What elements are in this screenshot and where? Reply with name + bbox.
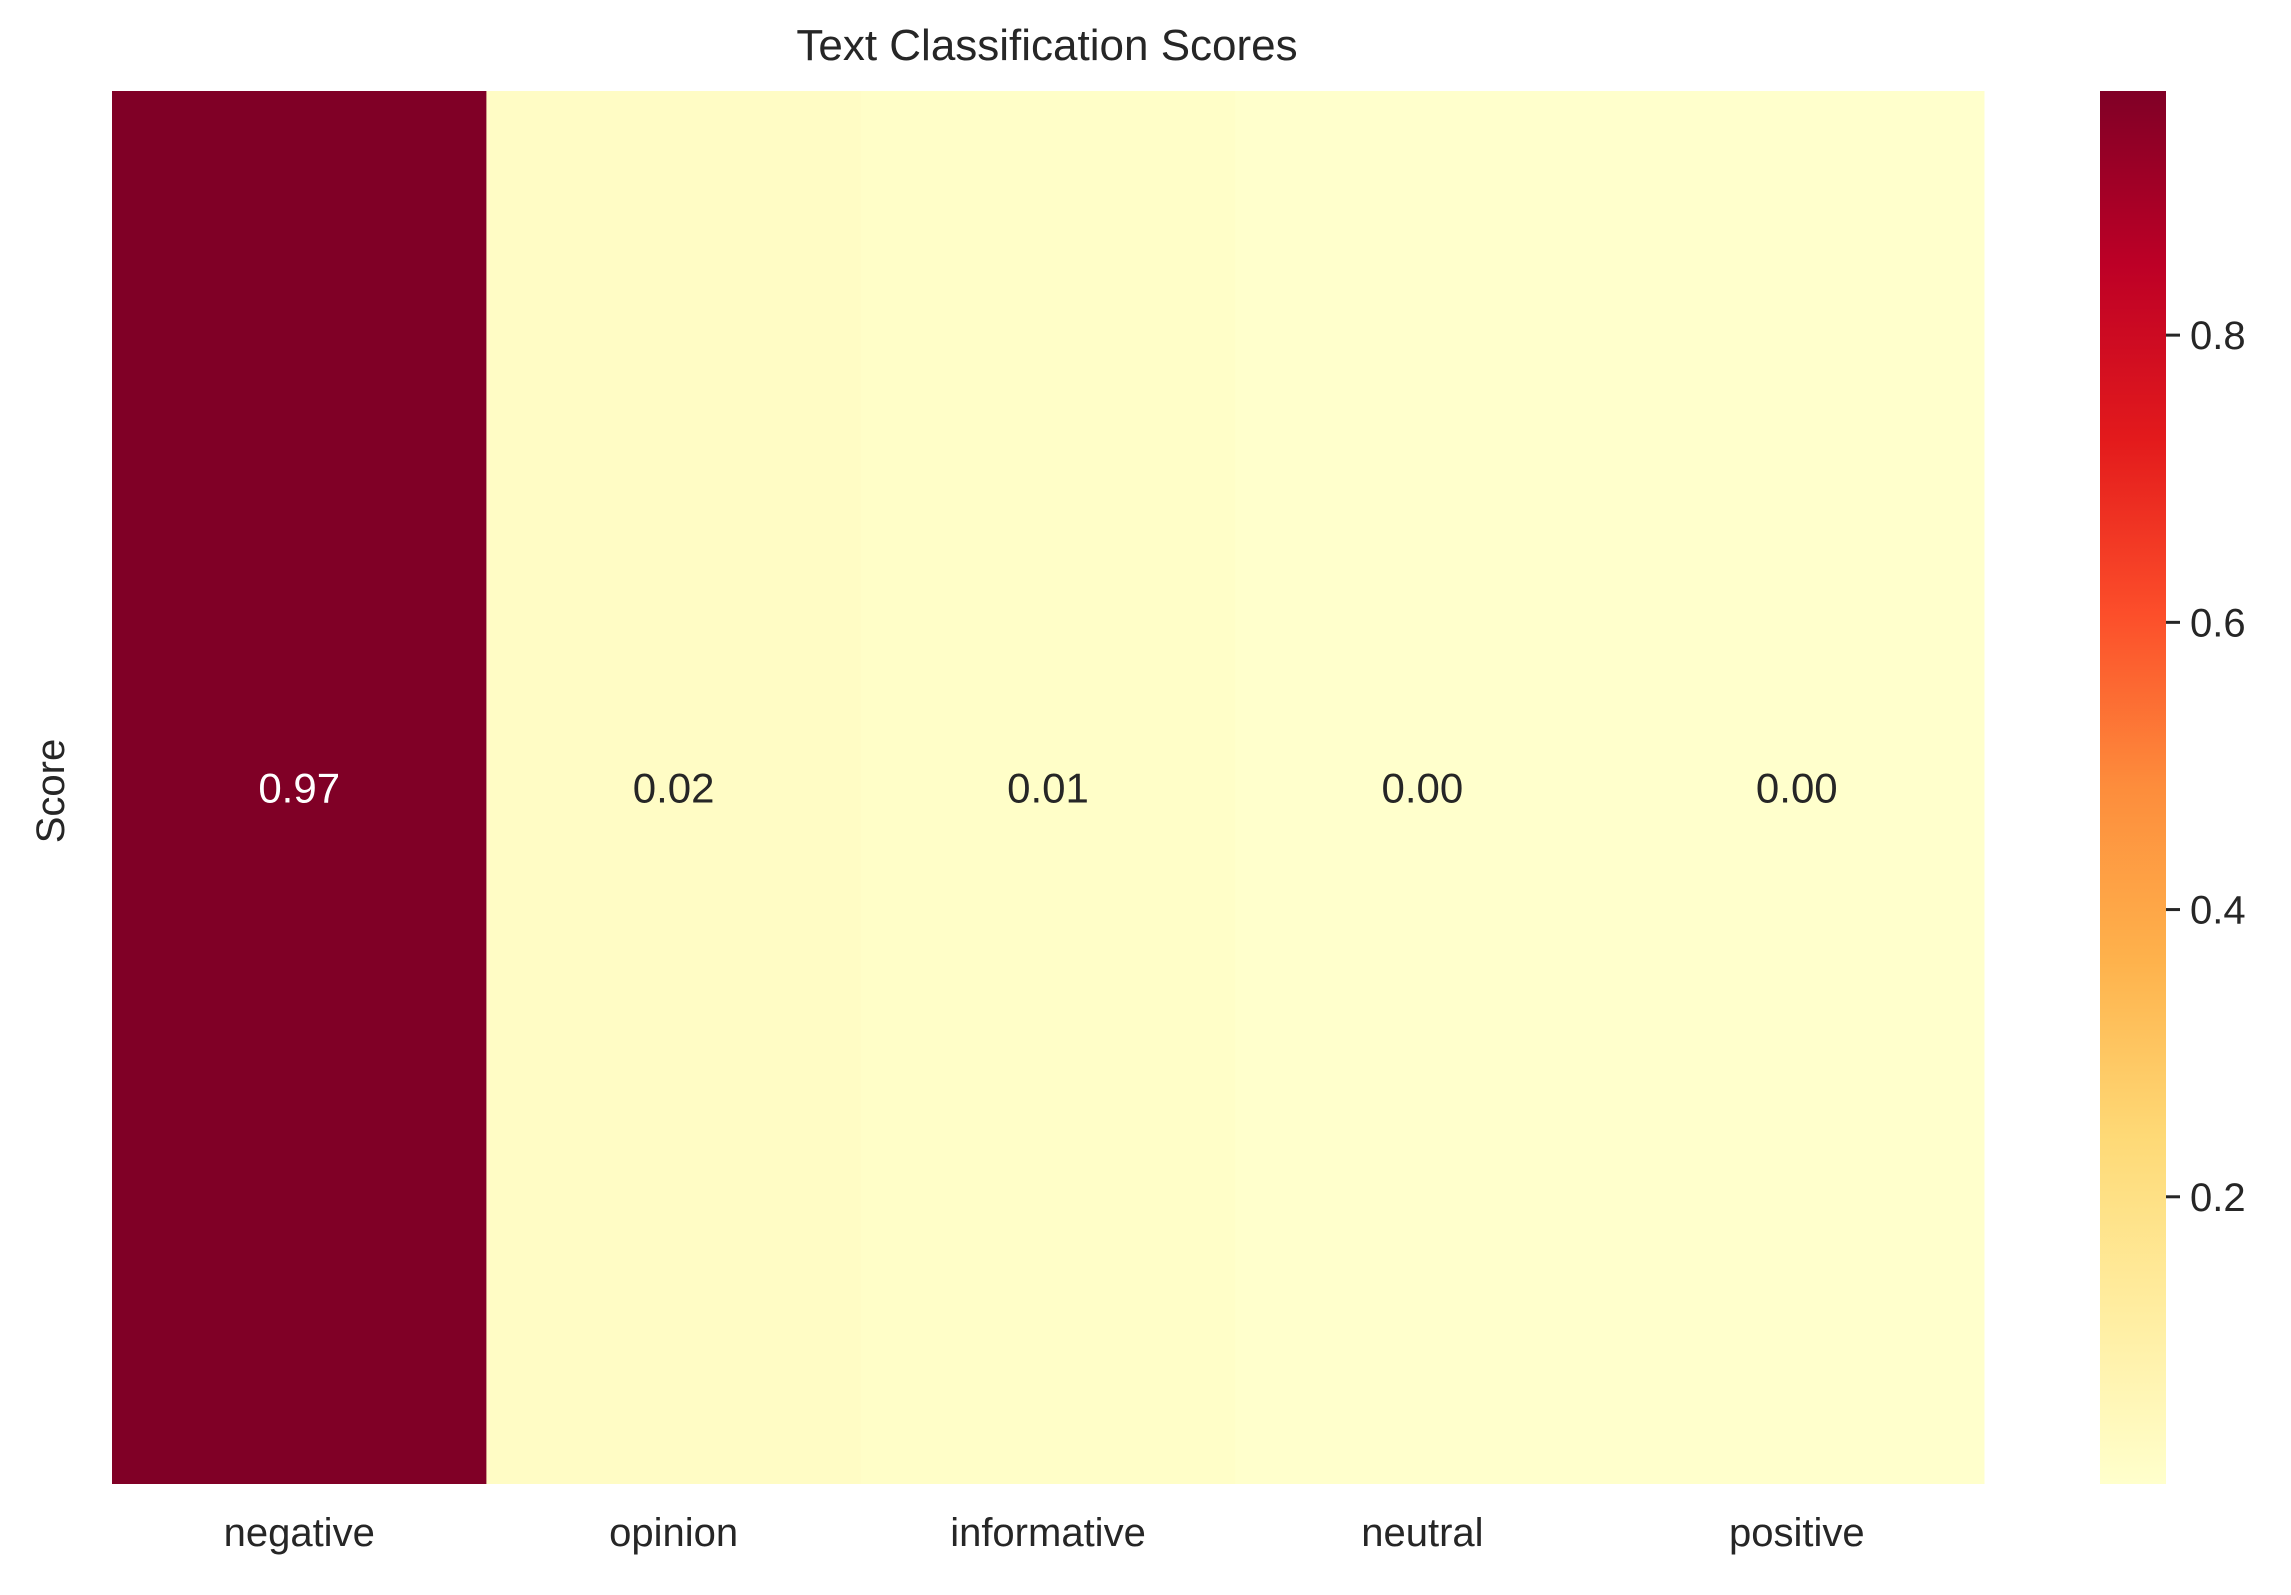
heatmap-cell-informative xyxy=(860,91,1236,1484)
cell-value-label-opinion: 0.02 xyxy=(633,765,715,812)
heatmap-cell-negative xyxy=(112,91,487,1484)
colorbar-tick-label: 0.2 xyxy=(2190,1176,2246,1220)
cell-value-label-informative: 0.01 xyxy=(1007,765,1089,812)
x-tick-label-informative: informative xyxy=(950,1511,1146,1555)
cell-value-label-positive: 0.00 xyxy=(1756,765,1838,812)
colorbar-tick-label: 0.8 xyxy=(2190,314,2246,358)
x-tick-label-negative: negative xyxy=(224,1511,375,1555)
cell-value-label-neutral: 0.00 xyxy=(1382,765,1464,812)
colorbar-ticks: 0.2 0.4 0.6 0.8 xyxy=(2166,314,2246,1220)
x-tick-label-neutral: neutral xyxy=(1361,1511,1483,1555)
x-tick-label-opinion: opinion xyxy=(609,1511,738,1555)
x-tick-labels: negative opinion informative neutral positiv… xyxy=(224,1511,1865,1555)
heatmap-cell-neutral xyxy=(1235,91,1611,1484)
cell-value-label-negative: 0.97 xyxy=(258,765,340,812)
cell-labels: 0.97 0.02 0.01 0.00 0.00 xyxy=(258,765,1837,812)
y-axis-label: Score xyxy=(29,739,73,844)
colorbar-tick-label: 0.4 xyxy=(2190,889,2246,933)
chart-title: Text Classification Scores xyxy=(796,21,1297,70)
x-tick-label-positive: positive xyxy=(1729,1511,1865,1555)
colorbar xyxy=(2100,91,2166,1484)
heatmap-cells xyxy=(112,91,1985,1484)
colorbar-tick-label: 0.6 xyxy=(2190,601,2246,645)
heatmap-cell-opinion xyxy=(486,91,862,1484)
heatmap-cell-positive xyxy=(1609,91,1985,1484)
